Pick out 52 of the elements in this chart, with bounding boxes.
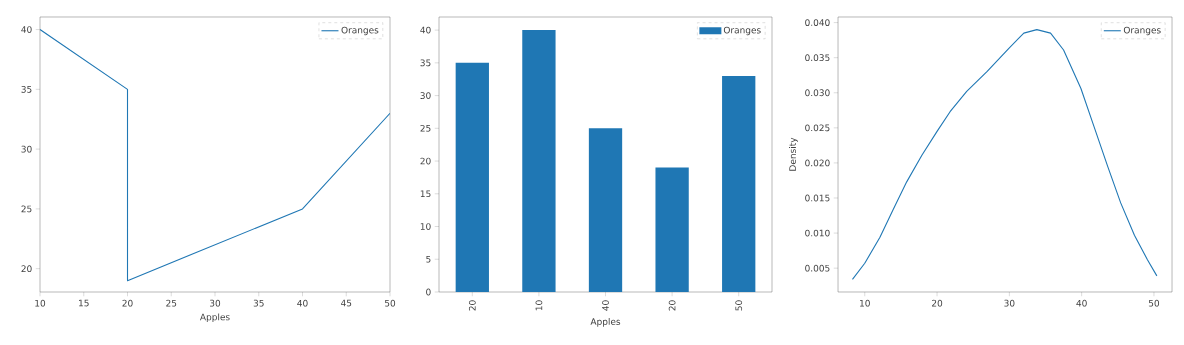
bar [522,30,556,292]
x-tick-label: 10 [860,299,870,307]
y-tick-label: 20 [420,157,431,165]
x-tick-label: 25 [166,299,177,307]
y-tick-label: 0 [426,288,431,296]
legend-label: Oranges [723,26,761,36]
y-tick-label: 0.040 [805,19,830,26]
y-tick-label: 15 [420,190,431,198]
x-tick-label: 50 [384,299,396,307]
bar [588,128,623,292]
y-tick-label: 40 [21,26,32,33]
legend-label: Oranges [1123,26,1161,36]
x-tick-label: 40 [1076,299,1087,307]
x-tick-label: 35 [253,299,264,307]
y-tick-label: 35 [21,85,32,93]
bar [655,167,689,292]
y-tick-label: 0.025 [805,124,830,132]
y-tick-label: 30 [21,145,32,153]
x-tick-label: 40 [602,300,609,311]
y-tick-label: 20 [21,265,32,273]
y-axis-title: Density [789,137,798,171]
x-tick-label: 10 [35,299,46,307]
x-axis-title: Apples [199,313,230,323]
legend-label: Oranges [341,26,379,36]
y-tick-label: 25 [420,124,431,132]
y-tick-label: 0.015 [805,194,830,202]
y-tick-label: 0.010 [805,229,830,237]
x-tick-label: 20 [468,300,476,311]
x-tick-label: 20 [668,300,676,311]
x-tick-label: 30 [1004,299,1015,307]
bar [722,75,756,292]
y-tick-label: 0.035 [805,54,830,62]
x-tick-label: 20 [122,299,133,307]
x-axis-title: Apples [590,318,621,327]
y-tick-label: 10 [420,223,431,230]
x-tick-label: 40 [297,299,308,307]
x-tick-label: 20 [932,299,943,307]
y-tick-label: 30 [420,92,431,99]
y-tick-label: 0.030 [805,89,830,97]
x-tick-label: 50 [735,300,743,311]
y-tick-label: 40 [420,26,431,34]
x-tick-label: 15 [79,299,89,307]
y-tick-label: 0.005 [805,264,830,272]
x-tick-label: 10 [535,300,543,311]
x-tick-label: 30 [209,299,221,307]
x-tick-label: 45 [340,299,352,307]
bar [455,62,489,292]
y-tick-label: 0.020 [805,159,830,167]
x-tick-label: 50 [1148,299,1160,307]
y-tick-label: 35 [420,59,431,67]
y-tick-label: 25 [21,205,32,213]
y-tick-label: 5 [426,255,431,263]
